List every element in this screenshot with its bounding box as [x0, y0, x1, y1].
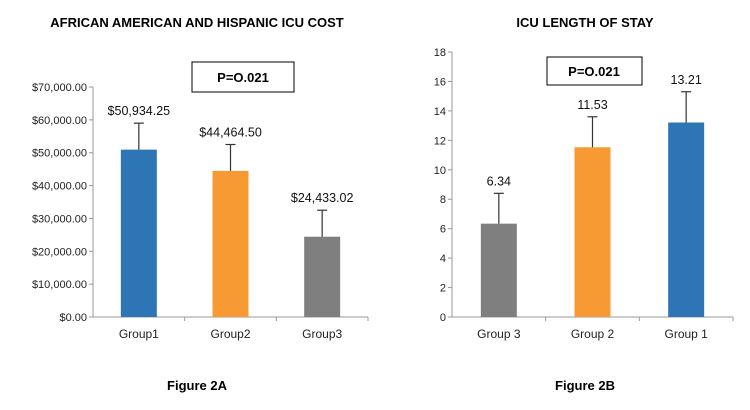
- cost-chart-axes: $0.00 $10,000.00 $20,000.00 $30,000.00 $40,0…: [32, 82, 369, 341]
- bar: [212, 170, 249, 317]
- los-chart-panel: ICU LENGTH OF STAY P=O.021 0 2 4 6 8 10 12 14 16…: [434, 15, 734, 393]
- y-tick-label: $0.00: [59, 312, 87, 324]
- y-tick-label: $30,000.00: [32, 213, 87, 225]
- y-tick-label: $60,000.00: [32, 115, 87, 127]
- y-tick-label: 16: [434, 76, 446, 88]
- y-tick-label: $10,000.00: [32, 279, 87, 291]
- y-tick-label: $20,000.00: [32, 246, 87, 258]
- y-tick-label: 6: [440, 224, 446, 236]
- cost-pvalue-label: P=O.021: [217, 70, 269, 85]
- y-tick-label: $40,000.00: [32, 181, 87, 193]
- data-label: $50,934.25: [108, 104, 171, 118]
- figure-2b-caption: Figure 2B: [555, 378, 615, 393]
- y-tick-label: 10: [434, 165, 446, 177]
- figure-2a-caption: Figure 2A: [167, 378, 228, 393]
- data-label: 6.34: [487, 174, 511, 188]
- los-chart-axes: 0 2 4 6 8 10 12 14 16 18 6.34 Group 3 11.53 Group 2 13…: [434, 47, 734, 341]
- x-category-label: Group3: [302, 327, 342, 341]
- bar: [480, 223, 517, 317]
- data-label: $44,464.50: [199, 126, 262, 140]
- bar: [304, 236, 341, 317]
- y-tick-label: 12: [434, 135, 446, 147]
- cost-chart-panel: AFRICAN AMERICAN AND HISPANIC ICU COST P…: [32, 15, 369, 393]
- x-category-label: Group2: [210, 327, 250, 341]
- x-category-label: Group1: [119, 327, 159, 341]
- y-tick-label: 2: [440, 283, 446, 295]
- y-tick-label: 14: [434, 106, 446, 118]
- y-tick-label: $70,000.00: [32, 82, 87, 94]
- y-tick-label: 0: [440, 312, 446, 324]
- x-category-label: Group 1: [664, 327, 708, 341]
- bar: [668, 122, 705, 318]
- data-label: 13.21: [671, 73, 702, 87]
- cost-pvalue-box: [191, 61, 295, 93]
- cost-chart-title: AFRICAN AMERICAN AND HISPANIC ICU COST: [50, 15, 344, 30]
- bar: [120, 149, 157, 317]
- data-label: $24,433.02: [291, 191, 354, 205]
- y-tick-label: 18: [434, 47, 446, 59]
- data-label: 11.53: [577, 98, 607, 112]
- x-category-label: Group 2: [571, 327, 615, 341]
- los-pvalue-label: P=O.021: [568, 64, 620, 79]
- bar: [574, 147, 611, 317]
- y-tick-label: 8: [440, 194, 446, 206]
- y-tick-label: $50,000.00: [32, 148, 87, 160]
- los-chart-title: ICU LENGTH OF STAY: [516, 15, 654, 30]
- x-category-label: Group 3: [477, 327, 521, 341]
- y-tick-label: 4: [440, 253, 446, 265]
- los-pvalue-box: [546, 56, 643, 86]
